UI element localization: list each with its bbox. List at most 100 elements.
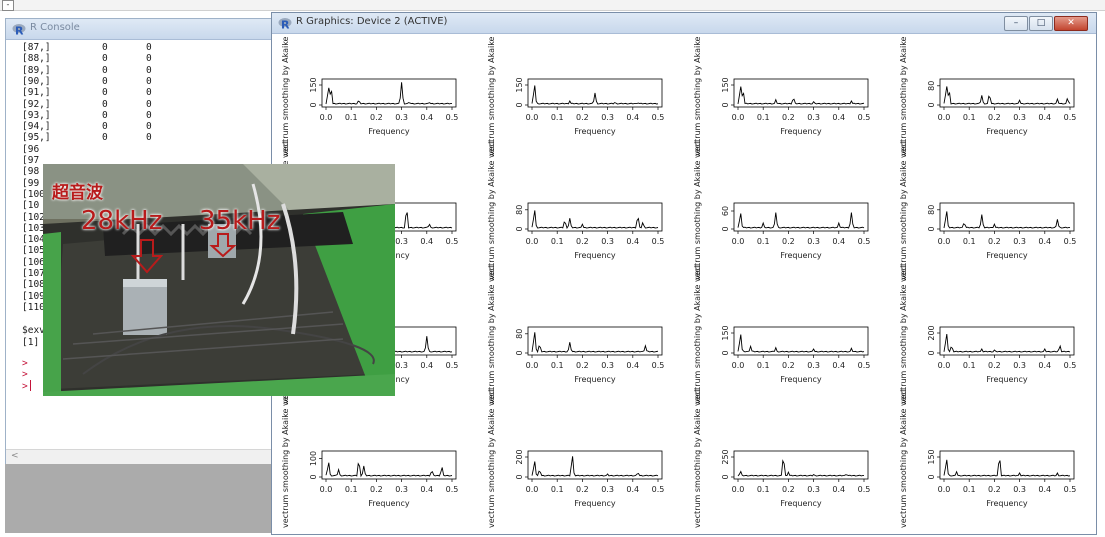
row-value: 0 <box>146 109 152 121</box>
row-index: [106 <box>22 256 45 268</box>
x-tick-label: 0.0 <box>526 485 539 494</box>
row-index: [90,] <box>22 75 51 87</box>
console-row: [102 <box>22 212 45 223</box>
maximize-button[interactable]: □ <box>1029 16 1053 31</box>
console-row: [106 <box>22 257 45 268</box>
row-index: [93,] <box>22 109 51 121</box>
x-tick-label: 0.4 <box>626 485 639 494</box>
row-index: [10 <box>22 200 40 212</box>
x-tick-label: 0.2 <box>370 113 383 122</box>
x-tick-label: 0.5 <box>652 485 665 494</box>
x-axis-label: Frequency <box>780 375 822 384</box>
r-graphics-window[interactable]: R R Graphics: Device 2 (ACTIVE) – □ ✕ ve… <box>271 12 1097 535</box>
x-tick-label: 0.0 <box>732 485 745 494</box>
x-tick-label: 0.3 <box>807 237 820 246</box>
console-prompt[interactable]: > <box>22 380 31 392</box>
row-index: [96 <box>22 143 40 155</box>
x-tick-label: 0.3 <box>1013 237 1026 246</box>
console-row: [91,] 0 0 <box>22 87 152 98</box>
y-tick-label: 0 <box>927 102 936 107</box>
row-value: 0 <box>146 87 152 99</box>
y-axis-label: vectrum smoothing by Akaike vect <box>487 389 496 528</box>
plot-frame <box>939 202 1075 232</box>
spectrum-line <box>531 332 659 354</box>
r-logo-icon: R <box>278 18 292 30</box>
x-axis-label: Frequency <box>986 127 1028 136</box>
plot-frame <box>527 202 663 232</box>
spectrum-line <box>943 459 1071 477</box>
x-tick-label: 0.2 <box>988 361 1001 370</box>
console-titlebar[interactable]: R R Console <box>6 19 274 40</box>
spectrum-plot: vectrum smoothing by Akaike vect 0.0 0.1 0.… <box>281 389 458 528</box>
plot-frame <box>939 450 1075 480</box>
row-index: [99 <box>22 177 40 189</box>
y-axis-label: vectrum smoothing by Akaike vect <box>899 34 908 156</box>
console-row: [103 <box>22 223 45 234</box>
y-axis-label: vectrum smoothing by Akaike vect <box>693 141 702 280</box>
close-button[interactable]: ✕ <box>1054 16 1088 31</box>
y-tick-label: 200 <box>927 325 936 340</box>
x-tick-label: 0.5 <box>858 237 871 246</box>
y-tick-label: 80 <box>515 329 524 339</box>
console-row: [109 <box>22 291 45 302</box>
plot-frame <box>527 450 663 480</box>
photo-label-35khz: 35kHz <box>199 206 281 236</box>
x-tick-label: 0.4 <box>1038 237 1051 246</box>
console-row: [92,] 0 0 <box>22 99 152 110</box>
spectrum-plot: vectrum smoothing by Akaike vect 0.0 0.1 0.… <box>693 17 870 156</box>
minimize-button[interactable]: – <box>1004 16 1028 31</box>
x-tick-label: 0.4 <box>1038 361 1051 370</box>
y-axis-label: vectrum smoothing by Akaike vect <box>693 265 702 404</box>
y-tick-label: 0 <box>721 474 730 479</box>
console-output[interactable]: [87,] 0 0 [88,] 0 0 [89,] 0 0 [90,] 0 0 [91,] 0 0 [92,]… <box>6 40 274 450</box>
plot-frame <box>939 326 1075 356</box>
console-row: [98 <box>22 166 39 177</box>
console-prompt[interactable]: > <box>22 357 28 369</box>
spectrum-plot: vectrum smoothing by Akaike vect 0.0 0.1 0.… <box>487 389 664 528</box>
y-tick-label: 0 <box>515 102 524 107</box>
row-index: [108 <box>22 279 45 291</box>
x-tick-label: 0.1 <box>345 113 358 122</box>
x-tick-label: 0.0 <box>732 361 745 370</box>
plot-frame <box>733 450 869 480</box>
window-menu-icon[interactable]: - <box>2 0 14 11</box>
y-tick-label: 150 <box>721 77 730 92</box>
y-tick-label: 100 <box>309 451 318 466</box>
console-row: [89,] 0 0 <box>22 65 152 76</box>
spectrum-line <box>737 86 865 105</box>
y-axis-label: vectrum smoothing by Akaike vect <box>487 141 496 280</box>
x-tick-label: 0.5 <box>652 113 665 122</box>
x-tick-label: 0.3 <box>807 361 820 370</box>
x-tick-label: 0.1 <box>757 485 770 494</box>
row-index: [95,] <box>22 132 51 144</box>
row-index: [105 <box>22 245 45 257</box>
graphics-title: R Graphics: Device 2 (ACTIVE) <box>296 16 448 27</box>
console-horizontal-scrollbar[interactable]: < <box>6 449 274 464</box>
y-tick-label: 0 <box>927 350 936 355</box>
x-tick-label: 0.3 <box>601 113 614 122</box>
x-tick-label: 0.4 <box>832 361 845 370</box>
x-tick-label: 0.1 <box>757 237 770 246</box>
console-row: [99 <box>22 178 39 189</box>
console-prompt[interactable]: > <box>22 369 28 381</box>
scroll-left-icon[interactable]: < <box>11 451 19 461</box>
spectrum-line <box>943 211 1071 229</box>
row-index: [103 <box>22 222 45 234</box>
console-row: [93,] 0 0 <box>22 109 152 121</box>
graphics-titlebar[interactable]: R R Graphics: Device 2 (ACTIVE) – □ ✕ <box>272 13 1096 34</box>
x-tick-label: 0.5 <box>1064 485 1077 494</box>
y-tick-label: 0 <box>721 102 730 107</box>
x-tick-label: 0.1 <box>963 361 976 370</box>
x-tick-label: 0.4 <box>832 485 845 494</box>
x-tick-label: 0.0 <box>938 485 951 494</box>
x-tick-label: 0.3 <box>395 361 408 370</box>
row-value: 0 <box>146 64 152 76</box>
x-tick-label: 0.0 <box>320 485 333 494</box>
row-value: 0 <box>146 53 152 65</box>
x-tick-label: 0.0 <box>732 237 745 246</box>
x-tick-label: 0.4 <box>626 361 639 370</box>
y-axis-label: vectrum smoothing by Akaike vect <box>693 389 702 528</box>
x-tick-label: 0.4 <box>420 237 433 246</box>
spectrum-plot: vectrum smoothing by Akaike vect 0.0 0.1 0.… <box>487 17 665 156</box>
x-axis-label: Frequency <box>368 127 410 136</box>
